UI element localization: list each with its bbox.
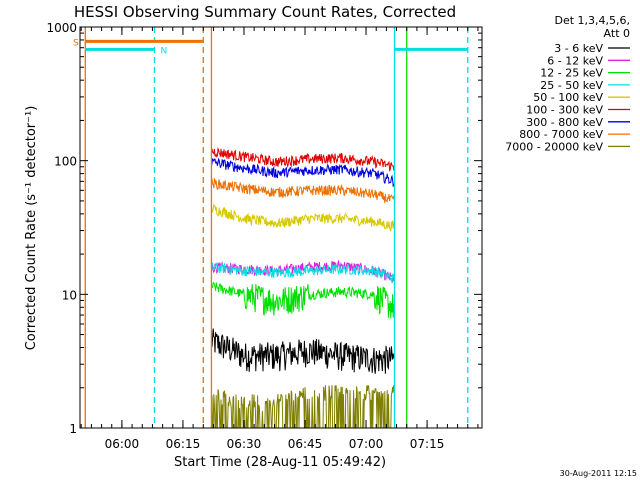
series-line [210, 157, 395, 188]
x-axis-label: Start Time (28-Aug-11 05:49:42) [174, 455, 386, 470]
x-tick-label: 06:15 [166, 437, 201, 451]
series-4 [210, 261, 395, 284]
legend-label: 7000 - 20000 keV [505, 140, 603, 153]
x-tick-label: 07:15 [410, 437, 445, 451]
flags-layer: SN [73, 27, 469, 428]
flag-label-s: S [73, 38, 79, 48]
series-7 [210, 157, 395, 188]
footer-date: 30-Aug-2011 12:15 [560, 469, 637, 478]
plot-frame [79, 26, 483, 429]
x-tick-label: 06:00 [105, 437, 140, 451]
legend-header: Att 0 [604, 27, 630, 40]
series-6 [210, 147, 395, 172]
y-tick-label: 1 [69, 422, 77, 436]
data-layer [210, 147, 395, 429]
legend-label: 25 - 50 keV [540, 79, 603, 92]
x-tick-label: 06:45 [288, 437, 323, 451]
series-line [210, 177, 395, 204]
y-axis-label-group: Corrected Count Rate (s⁻¹ detector⁻¹) [24, 106, 39, 351]
chart-title: HESSI Observing Summary Count Rates, Cor… [74, 3, 456, 21]
legend-label: 50 - 100 keV [533, 91, 603, 104]
x-tick-label: 06:30 [227, 437, 262, 451]
y-tick-label: 10 [62, 288, 77, 302]
series-line [210, 147, 395, 172]
legend-label: 300 - 800 keV [526, 116, 603, 129]
axes-layer: 1 10 100 1000 06:00 06:15 06:30 06:45 07:00 07:15 [46, 21, 482, 451]
legend-label: 100 - 300 keV [526, 104, 603, 117]
series-line [210, 261, 395, 284]
legend-label: 800 - 7000 keV [519, 128, 603, 141]
y-tick-label: 100 [54, 155, 77, 169]
series-1 [210, 328, 395, 374]
series-line [210, 328, 395, 374]
flag-label-n: N [160, 46, 167, 56]
series-8 [210, 177, 395, 204]
series-line [210, 203, 395, 232]
series-5 [210, 203, 395, 232]
y-axis-label: Corrected Count Rate (s⁻¹ detector⁻¹) [24, 106, 39, 351]
y-tick-label: 1000 [46, 21, 77, 35]
legend-label: 3 - 6 keV [554, 42, 603, 55]
series-9 [210, 384, 395, 429]
series-line [210, 282, 395, 319]
legend-header: Det 1,3,4,5,6, [554, 14, 630, 27]
x-tick-label: 07:00 [349, 437, 384, 451]
legend-label: 6 - 12 keV [547, 54, 603, 67]
series-3 [210, 282, 395, 319]
series-line [210, 384, 395, 429]
legend-label: 12 - 25 keV [540, 67, 603, 80]
